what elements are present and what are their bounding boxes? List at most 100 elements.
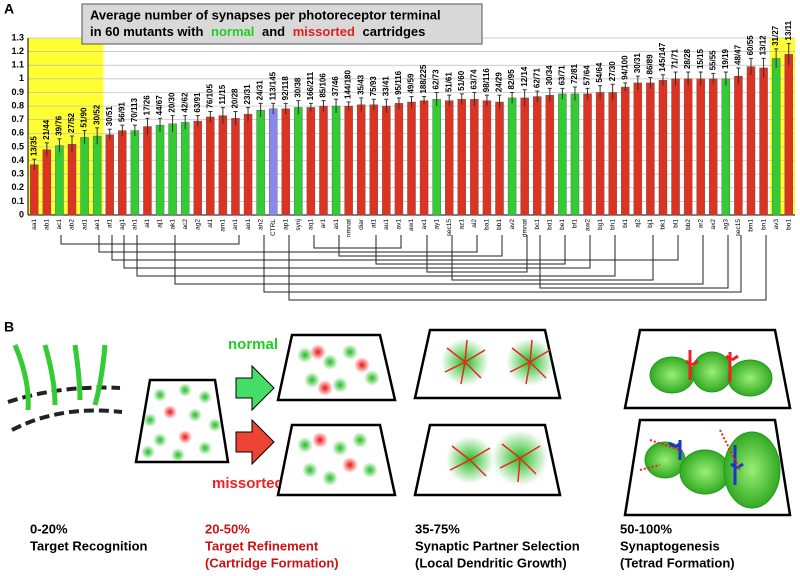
x-tick-label: bc1 <box>534 219 541 230</box>
x-tick-label: az1 <box>459 219 466 230</box>
y-tick-label: 1 <box>19 73 24 83</box>
x-tick-label: ar1 <box>320 219 327 229</box>
bar <box>30 164 39 216</box>
tissue-stage1 <box>134 378 230 464</box>
value-label: 63/71 <box>557 65 566 86</box>
bar <box>419 100 429 216</box>
value-label: 145/147 <box>658 42 667 71</box>
x-tick-label: aw1 <box>408 219 415 231</box>
x-tick-label: synj <box>295 219 302 231</box>
x-tick-label: ay1 <box>433 219 440 230</box>
value-label: 56/91 <box>117 102 126 123</box>
y-tick-label: 1.1 <box>11 60 24 70</box>
title-part: and <box>262 24 285 39</box>
x-tick-label: ak1 <box>169 219 176 230</box>
value-label: 94/100 <box>620 55 629 80</box>
bar <box>294 107 303 216</box>
x-tick-label: ab2 <box>69 219 76 230</box>
bar <box>545 94 555 216</box>
x-tick-label: bg1 <box>597 219 604 230</box>
bar <box>432 99 441 216</box>
tissue-missorted <box>276 418 792 517</box>
value-label: 51/61 <box>444 72 453 93</box>
bar <box>583 93 592 216</box>
bar <box>118 130 127 216</box>
title-line: in 60 mutants with normal and missorted … <box>90 24 425 39</box>
x-tick-label: diar <box>358 218 365 230</box>
x-tick-label: ag3 <box>723 219 730 230</box>
value-label: 27/30 <box>608 61 617 82</box>
bar <box>206 116 215 216</box>
stage-name: Synaptogenesis <box>620 538 720 553</box>
value-label: 11/15 <box>218 84 227 104</box>
x-tick-label: ab1 <box>44 219 51 230</box>
value-label: 48/47 <box>734 44 743 65</box>
missorted-label: missorted <box>212 475 284 492</box>
y-tick-label: 0.8 <box>11 100 24 110</box>
highlight <box>28 38 104 215</box>
x-tick-label: bn1 <box>760 219 767 230</box>
x-tick-label: ae1 <box>94 219 101 230</box>
bar <box>105 134 114 216</box>
value-label: 13/12 <box>759 35 768 56</box>
x-tick-label: ap1 <box>282 219 289 230</box>
x-tick-label: ag1 <box>119 219 126 230</box>
x-tick-label: aj2 <box>635 219 642 228</box>
y-tick-label: 0.7 <box>11 114 24 124</box>
bar <box>344 105 353 216</box>
stage-detail: (Cartridge Formation) <box>205 555 339 570</box>
value-label: 62/73 <box>432 69 441 90</box>
value-label: 75/93 <box>369 76 378 97</box>
y-tick-label: 1.3 <box>11 32 24 42</box>
x-tick-label: ah1 <box>132 219 139 230</box>
value-label: 71/71 <box>671 48 680 69</box>
stage-name: Target Refinement <box>205 538 319 553</box>
bar <box>709 78 718 216</box>
x-tick-label: as1 <box>333 219 340 230</box>
x-tick-label: bf1 <box>572 219 579 228</box>
value-label: 55/55 <box>708 50 717 71</box>
bar <box>382 105 391 216</box>
value-label: 86/89 <box>646 54 655 75</box>
y-tick-label: 0.2 <box>11 182 24 192</box>
value-label: 39/76 <box>55 115 64 136</box>
bar <box>80 137 89 216</box>
bar <box>444 100 454 216</box>
bar <box>55 145 64 216</box>
stage-name: Target Recognition <box>30 538 148 553</box>
panel-a: 0 0.1 0.2 0.3 0.4 0.5 0.6 0.7 0.8 0.9 1 1.1 1.2 1.3 13… <box>11 20 795 237</box>
bar <box>356 104 366 216</box>
value-label: 28/28 <box>683 48 692 69</box>
value-label: 92/118 <box>281 76 290 101</box>
tissue-normal <box>276 328 792 410</box>
bar <box>746 66 756 216</box>
value-label: 13/35 <box>29 136 38 157</box>
value-label: 17/26 <box>143 95 152 116</box>
bar <box>633 82 643 216</box>
value-label: 62/71 <box>532 68 541 89</box>
x-tick-label: sec15 <box>735 219 742 237</box>
bar <box>394 103 404 216</box>
bar <box>683 78 693 216</box>
bar <box>218 115 228 216</box>
bar <box>696 78 705 216</box>
x-tick-label: be1 <box>559 219 566 230</box>
x-tick-label: aw2 <box>584 219 591 231</box>
bar <box>734 75 743 216</box>
title-part: cartridges <box>363 24 426 39</box>
value-label: 98/116 <box>482 68 491 93</box>
bar <box>495 101 504 216</box>
stage-name: Synaptic Partner Selection <box>415 538 580 553</box>
x-tick-label: bl1 <box>672 219 679 228</box>
bar <box>92 135 102 216</box>
neurons <box>7 344 123 432</box>
x-tick-label: ax1 <box>421 219 428 230</box>
bar <box>168 123 177 216</box>
x-tick-label: bm1 <box>748 219 755 232</box>
x-tick-label: aa1 <box>31 219 38 230</box>
x-tick-label: ax2 <box>710 219 717 230</box>
value-label: 76/105 <box>205 84 214 109</box>
x-tick-label: bb2 <box>685 219 692 230</box>
title-part: in 60 mutants with <box>90 24 203 39</box>
